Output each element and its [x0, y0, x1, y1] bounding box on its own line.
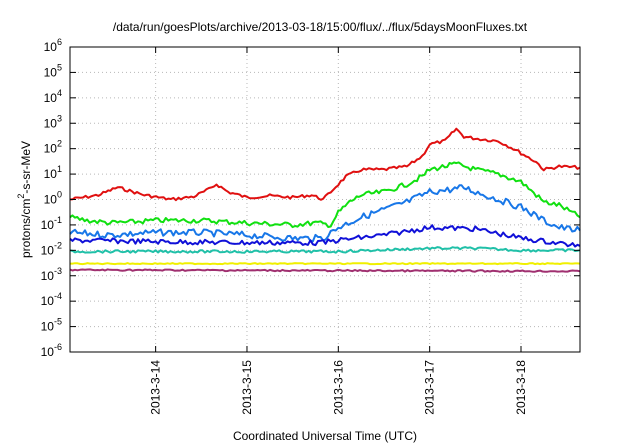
series-line-4: [69, 224, 581, 248]
y-tick-label: 10-6: [41, 342, 62, 359]
chart-title: /data/run/goesPlots/archive/2013-03-18/1…: [112, 20, 528, 34]
series-line-1: [69, 127, 581, 202]
y-tick-label: 103: [44, 113, 62, 130]
y-tick-label: 106: [44, 37, 62, 54]
y-tick-label: 10-3: [41, 266, 62, 283]
y-tick-label: 10-1: [41, 215, 62, 232]
y-axis-label: protons/cm2-s-sr-MeV: [16, 141, 33, 258]
y-tick-label: 10-2: [41, 240, 62, 257]
series-line-3: [69, 184, 581, 243]
y-axis: 10-6 10-5 10-4 10-3 10-2 10-1 100 101 102 103 104 1…: [41, 37, 580, 359]
grid: [70, 47, 580, 352]
x-tick-label: 2013-3-15: [240, 360, 254, 415]
x-axis: 2013-3-14 2013-3-15 2013-3-16 2013-3-17 2013…: [149, 47, 528, 415]
y-tick-label: 102: [44, 139, 62, 156]
x-tick-label: 2013-3-14: [149, 360, 163, 415]
series-line-5: [69, 246, 581, 254]
y-tick-label: 100: [44, 190, 62, 207]
series-line-2: [69, 161, 581, 229]
series-line-7: [69, 268, 581, 273]
x-tick-label: 2013-3-17: [423, 360, 437, 415]
y-tick-label: 10-4: [41, 291, 62, 308]
y-tick-label: 101: [44, 164, 62, 181]
series-group: [69, 127, 581, 273]
y-tick-label: 105: [44, 62, 62, 79]
x-tick-label: 2013-3-16: [331, 360, 345, 415]
series-line-6: [70, 262, 581, 266]
x-tick-label: 2013-3-18: [514, 360, 528, 415]
y-tick-label: 10-5: [41, 317, 62, 334]
y-tick-label: 104: [44, 88, 62, 105]
x-axis-label: Coordinated Universal Time (UTC): [232, 429, 418, 443]
